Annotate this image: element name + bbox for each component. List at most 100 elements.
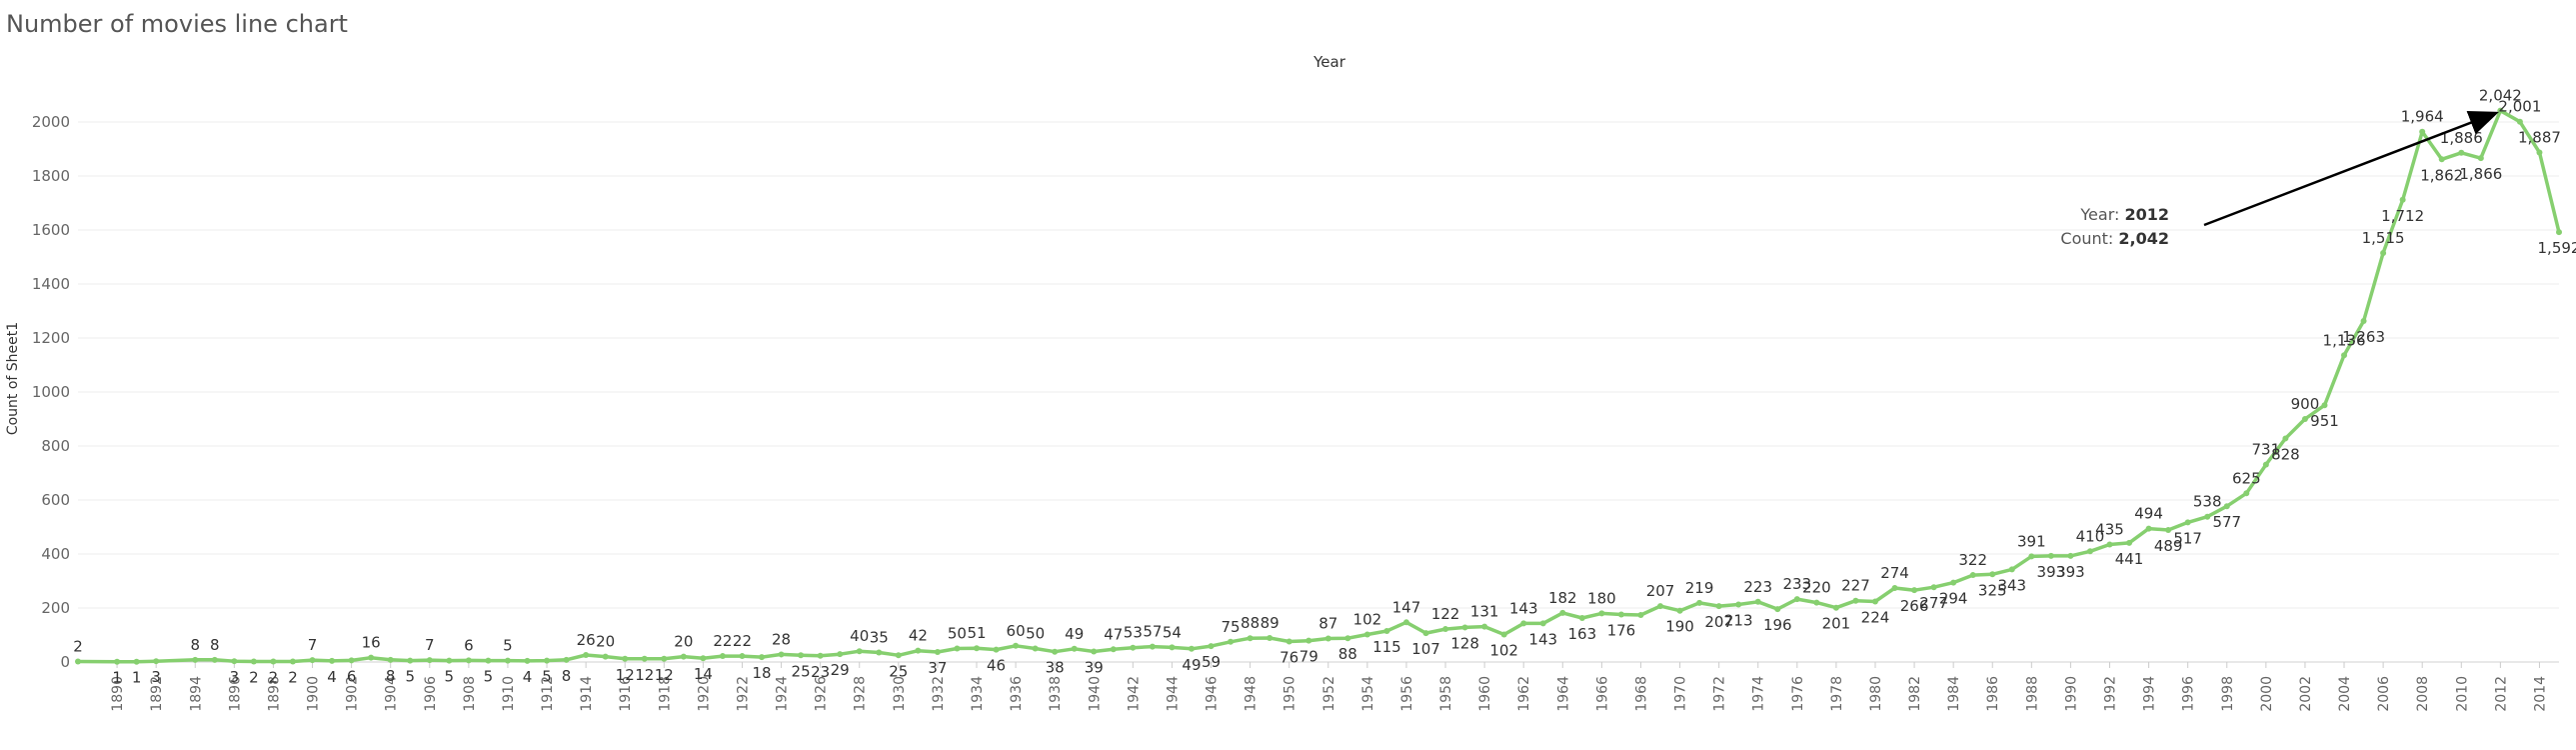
x-tick-label: 1892 [149, 676, 165, 712]
data-label: 322 [1958, 551, 1987, 569]
data-point [1461, 624, 1468, 631]
data-point [993, 646, 1000, 653]
data-point [2477, 155, 2484, 162]
data-label: 325 [1978, 581, 2007, 599]
data-point [2321, 402, 2328, 409]
data-point [289, 658, 296, 665]
data-point [1578, 614, 1585, 621]
annotation-count-value: 2,042 [2118, 229, 2169, 248]
data-label: 190 [1665, 618, 1694, 636]
x-tick-label: 2010 [2454, 676, 2470, 712]
data-point [1793, 596, 1800, 603]
data-label: 213 [1724, 611, 1753, 629]
data-point [1091, 648, 1098, 655]
data-point [2008, 566, 2015, 573]
x-tick-label: 1920 [696, 676, 712, 712]
data-point [1871, 598, 1878, 605]
data-label: 6 [347, 667, 357, 685]
y-tick-label: 600 [41, 491, 70, 509]
data-label: 1,862 [2420, 166, 2463, 184]
data-label: 2 [73, 637, 83, 655]
data-point [465, 657, 472, 664]
data-label: 37 [928, 659, 947, 677]
x-tick-label: 1936 [1009, 676, 1025, 712]
x-tick-label: 1912 [540, 676, 556, 712]
y-tick-label: 1200 [32, 329, 70, 347]
y-tick-label: 400 [41, 545, 70, 563]
annotation-count-row: Count: 2,042 [2039, 227, 2169, 251]
data-point [778, 651, 785, 658]
x-tick-label: 1890 [110, 676, 126, 712]
data-label: 122 [1431, 605, 1460, 623]
data-point [661, 655, 668, 662]
y-tick-label: 800 [41, 437, 70, 455]
data-label: 79 [1299, 648, 1318, 666]
data-point [1071, 645, 1078, 652]
data-label: 47 [1104, 625, 1123, 643]
data-point [1598, 610, 1605, 617]
data-label: 5 [445, 668, 455, 686]
data-label: 951 [2310, 412, 2339, 430]
data-label: 26 [577, 631, 596, 649]
data-label: 5 [542, 668, 552, 686]
data-label: 1,592 [2538, 239, 2576, 257]
data-label: 50 [948, 625, 967, 643]
data-point [1676, 607, 1683, 614]
x-tick-label: 1898 [266, 676, 282, 712]
annotation-count-key: Count: [2060, 229, 2114, 248]
data-point [2086, 548, 2093, 555]
data-label: 147 [1392, 598, 1421, 616]
data-point [329, 657, 336, 664]
data-point [1208, 643, 1215, 650]
data-label: 196 [1763, 616, 1792, 634]
data-point [1286, 638, 1292, 645]
x-tick-label: 1996 [2181, 676, 2197, 712]
x-tick-label: 1930 [892, 676, 908, 712]
data-label: 1,887 [2518, 129, 2561, 147]
data-label: 18 [752, 664, 771, 682]
x-tick-label: 2008 [2415, 676, 2431, 712]
data-point [1539, 620, 1546, 627]
data-label: 102 [1353, 610, 1382, 628]
data-point [1559, 609, 1566, 616]
data-label: 294 [1939, 590, 1968, 608]
series-points [75, 107, 2562, 665]
data-point [1637, 612, 1644, 619]
data-label: 143 [1509, 599, 1538, 617]
data-label: 7 [308, 636, 318, 654]
data-label: 1,136 [2323, 331, 2366, 349]
data-label: 76 [1280, 648, 1298, 666]
x-tick-label: 1940 [1087, 676, 1103, 712]
data-point [2047, 552, 2054, 559]
data-point [1500, 631, 1507, 638]
data-label: 102 [1489, 641, 1518, 659]
y-tick-label: 1400 [32, 275, 70, 293]
data-label: 35 [870, 629, 889, 647]
data-point [1149, 643, 1156, 650]
data-label: 22 [713, 632, 732, 650]
data-point [1950, 579, 1957, 586]
x-tick-label: 1984 [1946, 676, 1962, 712]
data-point [446, 657, 453, 664]
data-label: 489 [2154, 537, 2183, 555]
data-point [700, 655, 707, 662]
x-tick-label: 1966 [1594, 676, 1610, 712]
data-point [133, 658, 140, 665]
x-tick-label: 1956 [1399, 676, 1415, 712]
data-point [1052, 648, 1059, 655]
data-label: 12 [655, 666, 674, 684]
data-point [75, 658, 81, 665]
data-point [622, 655, 629, 662]
data-label: 25 [792, 662, 811, 680]
data-point [1754, 598, 1761, 605]
x-tick-label: 1964 [1555, 676, 1571, 712]
data-label: 4 [523, 668, 533, 686]
data-label: 22 [733, 632, 752, 650]
data-label: 538 [2193, 493, 2222, 511]
data-point [1891, 585, 1898, 592]
data-point [2282, 435, 2289, 442]
data-point [2028, 553, 2035, 560]
x-tick-label: 2000 [2259, 676, 2275, 712]
data-label: 88 [1241, 614, 1260, 632]
